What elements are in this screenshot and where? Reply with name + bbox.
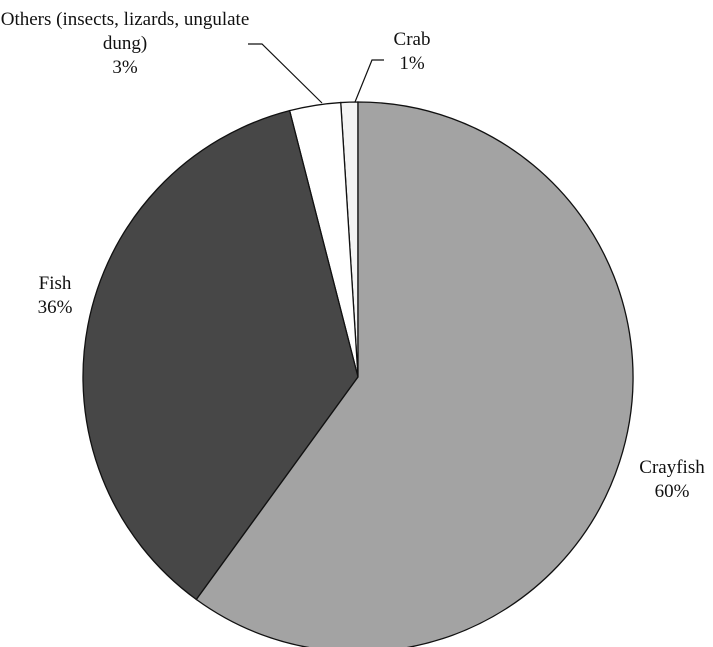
slice-label: Crayfish 60% — [617, 456, 713, 504]
value-label: 60% — [654, 481, 690, 502]
value-label: 3% — [112, 57, 138, 78]
pie-slice — [82, 109, 359, 601]
category-label: Crab — [393, 29, 431, 50]
slice-label: Crab 1% — [372, 28, 452, 76]
category-label: Fish — [38, 273, 72, 294]
value-label: 1% — [399, 53, 425, 74]
leader-line — [354, 59, 384, 103]
category-label: Others (insects, lizards, ungulate dung) — [0, 9, 250, 54]
category-label: Crayfish — [639, 457, 705, 478]
leader-line — [248, 43, 323, 104]
slice-label: Fish 36% — [10, 272, 100, 320]
slice-label: Others (insects, lizards, ungulate dung)… — [0, 8, 250, 80]
value-label: 36% — [37, 297, 73, 318]
pie-slice — [195, 101, 634, 647]
